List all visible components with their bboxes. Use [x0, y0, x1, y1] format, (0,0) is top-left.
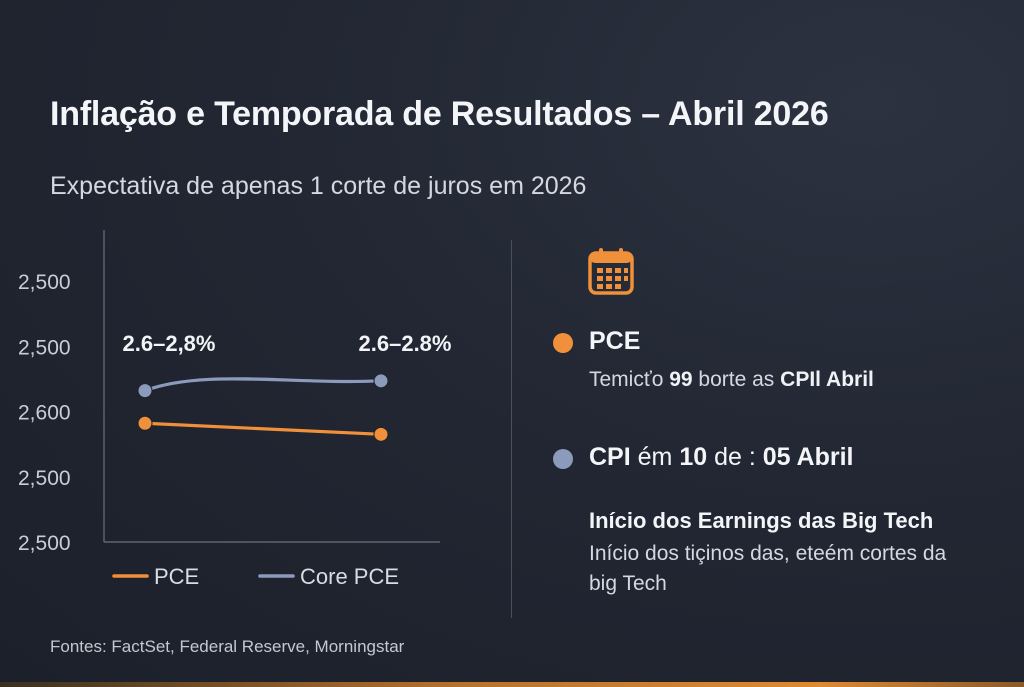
- value-annotation: 2.6–2.8%: [359, 331, 452, 356]
- cpi-dot-icon: [553, 449, 573, 469]
- pce-data-point: [137, 415, 153, 431]
- earnings-description: Início dos tiçinos das, eteém cortes da …: [589, 542, 947, 595]
- page-subtitle: Expectativa de apenas 1 corte de juros e…: [50, 172, 587, 200]
- calendar-icon: [587, 246, 635, 301]
- pce-dot-icon: [553, 333, 573, 353]
- section-divider: [511, 240, 512, 618]
- y-tick-label: 2,500: [18, 532, 71, 555]
- cpi-title: CPI ém 10 de : 05 Abril: [589, 443, 854, 471]
- pce-data-point: [373, 426, 389, 442]
- y-tick-label: 2,500: [18, 271, 71, 294]
- value-annotation: 2.6–2,8%: [123, 331, 216, 356]
- page-title: Inflação e Temporada de Resultados – Abr…: [50, 95, 829, 133]
- legend-label-pce: PCE: [154, 564, 199, 589]
- sources-note: Fontes: FactSet, Federal Reserve, Mornin…: [50, 637, 405, 656]
- core-pce-data-point: [137, 383, 153, 399]
- y-tick-label: 2,500: [18, 336, 71, 359]
- legend-label-core-pce: Core PCE: [300, 564, 399, 589]
- core-pce-data-point: [373, 373, 389, 389]
- pce-title: PCE: [589, 327, 641, 355]
- bottom-accent-bar: [0, 682, 1024, 687]
- core-pce-series-line: [143, 377, 383, 393]
- pce-description: Temicťo 99 borte as CPIl Abril: [589, 368, 874, 391]
- y-tick-label: 2,600: [18, 402, 71, 425]
- line-chart: 2,500 2,500 2,600 2,500 2,500 2.6–2,8% 2.6–2.8…: [18, 230, 452, 589]
- y-tick-label: 2,500: [18, 467, 71, 490]
- earnings-title: Início dos Earnings das Big Tech: [589, 508, 934, 533]
- pce-series-line: [143, 421, 383, 436]
